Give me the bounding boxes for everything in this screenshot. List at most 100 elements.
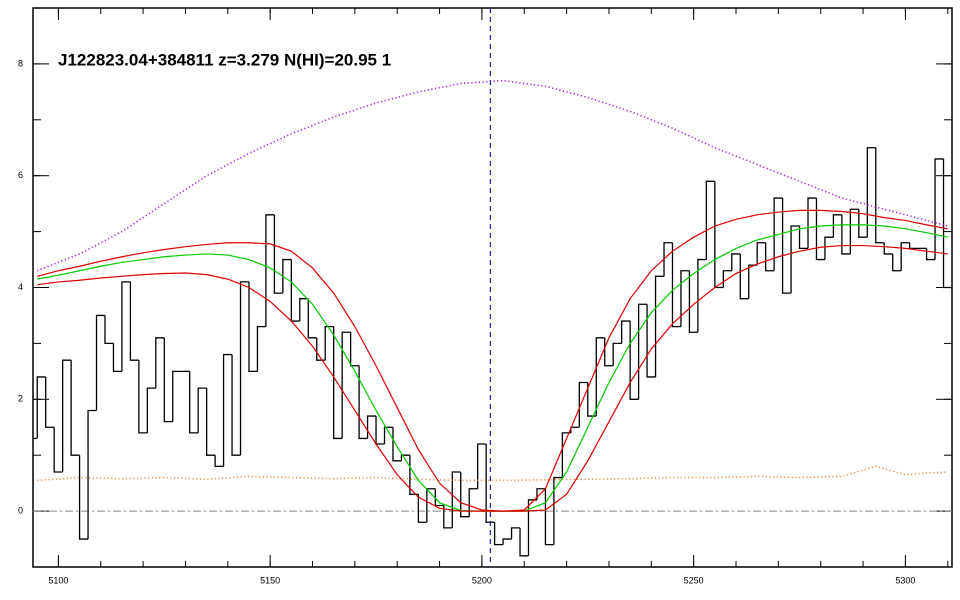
flux-step [443, 505, 453, 529]
flux-step [265, 214, 275, 327]
flux-step [189, 371, 199, 434]
flux-step [477, 443, 487, 489]
flux-step [316, 337, 326, 361]
flux-step [104, 315, 114, 345]
flux-step [629, 321, 639, 400]
flux-step [392, 427, 402, 462]
flux-step [654, 275, 665, 377]
flux-step [256, 325, 266, 372]
flux-step [205, 388, 216, 456]
flux-step [400, 454, 410, 461]
flux-step [53, 427, 63, 473]
flux-step [561, 432, 571, 478]
model-curve [37, 224, 948, 512]
flux-step [299, 298, 309, 322]
flux-step [341, 331, 351, 439]
flux-step [87, 409, 97, 540]
flux-step [697, 258, 707, 333]
flux-step [510, 527, 521, 540]
y-tick-label: 2 [18, 394, 23, 404]
flux-step [892, 253, 902, 272]
flux-step [875, 147, 885, 244]
flux-step [375, 416, 385, 445]
flux-step [138, 360, 148, 434]
flux-step [460, 471, 470, 518]
x-tick-label: 5300 [895, 575, 915, 585]
flux-step [781, 198, 792, 294]
dotted-curve [37, 465, 948, 482]
flux-step [155, 337, 165, 389]
flux-step [858, 209, 868, 238]
flux-step [942, 158, 952, 289]
flux-step [671, 242, 681, 328]
flux-step [112, 343, 122, 372]
y-tick-label: 0 [18, 505, 23, 515]
flux-step [349, 332, 360, 367]
flux-step [366, 415, 377, 439]
flux-step [163, 337, 173, 423]
x-tick-label: 5200 [472, 575, 492, 585]
flux-step [417, 494, 427, 523]
flux-step [553, 476, 563, 545]
y-tick-label: 8 [18, 58, 23, 68]
flux-step [570, 426, 580, 433]
flux-step [578, 381, 588, 428]
flux-step [121, 281, 131, 372]
flux-step [468, 488, 478, 517]
flux-step [604, 337, 614, 367]
flux-step [909, 242, 919, 250]
flux-step [95, 314, 105, 411]
flux-step [866, 147, 876, 238]
flux-step [129, 281, 139, 361]
flux-step [383, 426, 393, 445]
flux-step [883, 242, 893, 255]
flux-step [748, 264, 758, 299]
model-curve [37, 244, 948, 512]
flux-step [273, 214, 283, 294]
flux-step [493, 522, 504, 546]
flux-step [358, 365, 368, 440]
x-tick-label: 5100 [48, 575, 68, 585]
y-tick-label: 6 [18, 170, 23, 180]
flux-step [536, 488, 546, 500]
flux-step [324, 325, 334, 361]
flux-step [900, 242, 910, 271]
flux-step [214, 455, 224, 468]
y-tick-label: 4 [18, 282, 23, 292]
flux-step [172, 370, 182, 422]
flux-step [790, 225, 800, 294]
flux-step [714, 181, 724, 289]
flux-step [688, 270, 698, 333]
flux-step [146, 387, 156, 433]
flux-step [798, 226, 809, 250]
flux-step [705, 180, 715, 260]
flux-step [36, 376, 46, 439]
flux-step [731, 253, 741, 271]
flux-step [815, 198, 825, 261]
flux-step [756, 242, 766, 266]
chart-title: J122823.04+384811 z=3.279 N(HI)=20.95 1 [58, 50, 391, 69]
x-tick-label: 5250 [684, 575, 704, 585]
flux-step [663, 242, 673, 277]
flux-step [824, 236, 834, 260]
flux-step [637, 303, 648, 400]
flux-step [78, 455, 89, 540]
flux-step [739, 253, 749, 300]
flux-step [451, 471, 461, 528]
dotted-curve [36, 79, 948, 272]
flux-step [849, 208, 859, 254]
flux-step [544, 488, 554, 546]
flux-step [807, 197, 817, 249]
flux-step [934, 158, 944, 260]
flux-step [197, 387, 207, 433]
x-tick-label: 5150 [260, 575, 280, 585]
flux-step [70, 360, 80, 456]
flux-step [485, 444, 495, 523]
flux-step [502, 538, 512, 545]
flux-step [61, 359, 72, 472]
flux-step [832, 214, 842, 238]
flux-step [621, 320, 631, 344]
flux-step [646, 304, 656, 378]
flux-step [333, 326, 343, 440]
